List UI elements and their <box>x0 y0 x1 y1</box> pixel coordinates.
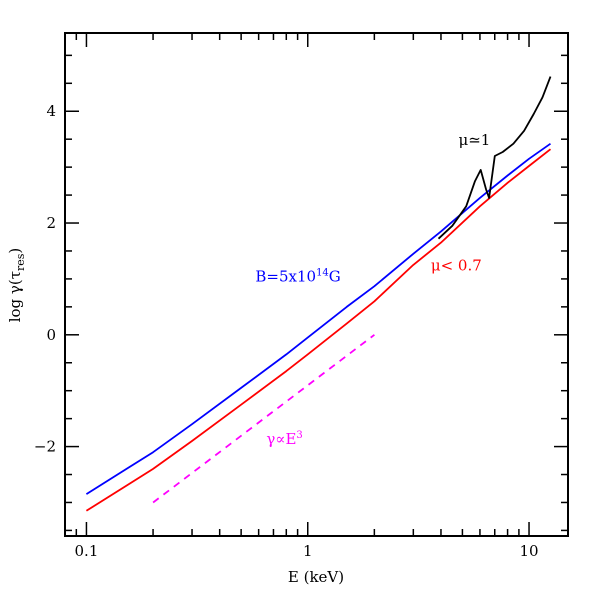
annotation-0: B=5x1014G <box>255 268 340 286</box>
y-axis-label-close: ) <box>6 248 24 254</box>
tick-labels: 0.1 1 10 −2 0 2 4 <box>34 102 539 560</box>
tick-marks <box>64 33 568 536</box>
annotations: B=5x1014G μ< 0.7 μ≃1 γ∝E3 <box>255 131 490 448</box>
annotation-2: μ≃1 <box>458 131 490 149</box>
y-tick-label: −2 <box>34 438 56 456</box>
x-tick-label: 0.1 <box>75 542 99 560</box>
y-tick-label: 4 <box>46 102 56 120</box>
y-axis-label-sub: res <box>14 253 27 271</box>
y-tick-label: 0 <box>46 326 56 344</box>
plot-frame <box>64 32 569 537</box>
series-line-3 <box>152 334 375 504</box>
y-tick-label: 2 <box>46 214 56 232</box>
annotation-1: μ< 0.7 <box>431 257 482 275</box>
y-axis-label: log γ(τres) <box>6 248 27 323</box>
annotation-3: γ∝E3 <box>266 430 302 448</box>
series-line-2 <box>437 76 552 240</box>
x-tick-label: 1 <box>303 542 313 560</box>
x-axis-label: E (keV) <box>288 568 344 586</box>
x-tick-label: 10 <box>519 542 538 560</box>
series-lines <box>85 76 552 512</box>
y-axis-label-main: log γ(τ <box>6 271 24 322</box>
series-line-1 <box>85 148 552 512</box>
series-line-0 <box>85 142 552 495</box>
